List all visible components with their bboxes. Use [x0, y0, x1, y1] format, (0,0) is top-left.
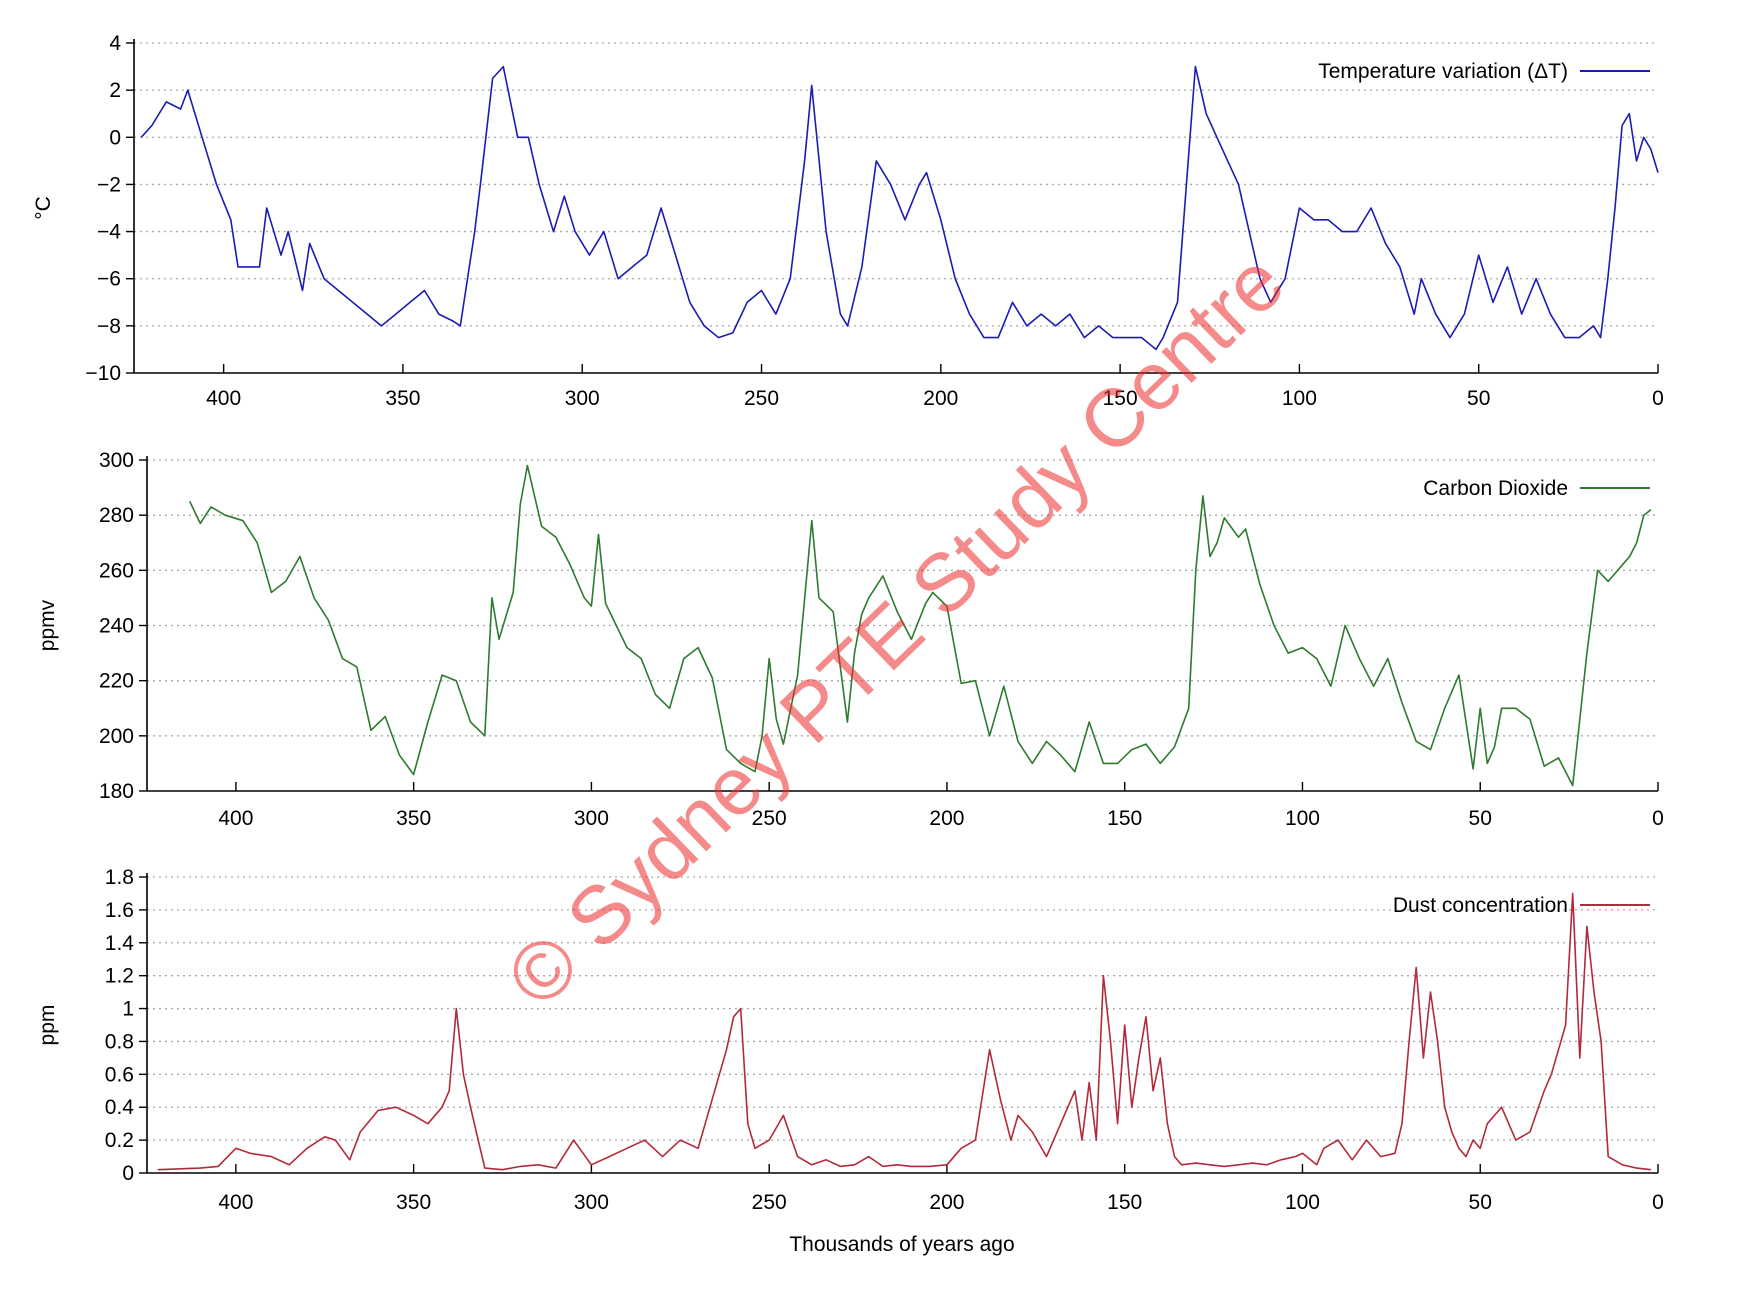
y-tick-label: 260	[99, 559, 134, 582]
y-tick-label: 1	[122, 998, 134, 1021]
y-tick-label: 1.6	[105, 899, 134, 922]
legend-label: Carbon Dioxide	[1423, 477, 1568, 500]
x-tick-label: 250	[752, 807, 787, 830]
series-line-2	[188, 464, 1652, 787]
x-tick-label: 100	[1285, 807, 1320, 830]
x-tick-label: 300	[574, 1191, 609, 1214]
y-axis-title: °C	[32, 196, 55, 220]
x-tick-label: 350	[396, 1191, 431, 1214]
y-tick-label: 1.2	[105, 965, 134, 988]
x-tick-label: 0	[1652, 387, 1664, 410]
y-tick-label: 220	[99, 670, 134, 693]
y-tick-label: −4	[97, 221, 121, 244]
x-tick-label: 150	[1103, 387, 1138, 410]
y-tick-label: 1.4	[105, 932, 135, 955]
x-tick-label: 400	[218, 807, 253, 830]
series-line-1	[140, 65, 1659, 351]
x-tick-label: 200	[929, 807, 964, 830]
y-tick-label: −10	[85, 362, 121, 385]
x-tick-label: 350	[385, 387, 420, 410]
y-tick-label: −2	[97, 173, 121, 196]
x-tick-label: 50	[1469, 807, 1492, 830]
x-tick-label: 300	[574, 807, 609, 830]
x-tick-label: 0	[1652, 807, 1664, 830]
y-tick-label: 0.8	[105, 1030, 134, 1053]
legend-label: Temperature variation (ΔT)	[1318, 60, 1568, 83]
chart-panel-3: 1.8 1.6 1.4 1.2 1 0.8 0.6 0.4 0.2 0 400 350 300 250 20…	[36, 866, 1664, 1214]
y-tick-label: 4	[109, 32, 121, 55]
y-tick-label: −8	[97, 315, 121, 338]
y-tick-label: 2	[109, 79, 121, 102]
x-tick-label: 100	[1285, 1191, 1320, 1214]
series-line-3	[157, 892, 1651, 1171]
x-tick-label: 300	[565, 387, 600, 410]
y-tick-label: 180	[99, 780, 134, 803]
y-axis-title: ppm	[36, 1005, 59, 1046]
x-tick-label: 0	[1652, 1191, 1664, 1214]
x-axis-title: Thousands of years ago	[789, 1233, 1014, 1256]
y-tick-label: 240	[99, 615, 134, 638]
watermark-text: © Sydney PTE Study Centre	[490, 236, 1302, 1024]
x-tick-label: 400	[206, 387, 241, 410]
x-tick-label: 50	[1467, 387, 1490, 410]
y-tick-label: 1.8	[105, 866, 134, 889]
x-tick-label: 200	[923, 387, 958, 410]
x-tick-label: 50	[1469, 1191, 1492, 1214]
y-tick-label: 0.4	[105, 1096, 135, 1119]
x-tick-label: 200	[929, 1191, 964, 1214]
y-axis-title: ppmv	[36, 599, 59, 651]
y-tick-label: 0.6	[105, 1063, 134, 1086]
y-tick-label: −6	[97, 268, 121, 291]
x-tick-label: 250	[744, 387, 779, 410]
x-tick-label: 250	[752, 1191, 787, 1214]
chart-panel-2: 300 280 260 240 220 200 180 400 350 300 250 200 150 1…	[36, 449, 1664, 830]
x-tick-label: 150	[1107, 1191, 1142, 1214]
y-tick-label: 300	[99, 449, 134, 472]
legend-label: Dust concentration	[1393, 894, 1568, 917]
x-tick-label: 400	[218, 1191, 253, 1214]
x-tick-label: 100	[1282, 387, 1317, 410]
x-tick-label: 150	[1107, 807, 1142, 830]
y-tick-label: 200	[99, 725, 134, 748]
x-tick-label: 350	[396, 807, 431, 830]
y-tick-label: 280	[99, 504, 134, 527]
y-tick-label: 0	[122, 1162, 134, 1185]
chart-panel-1: 4 2 0 −2 −4 −6 −8 −10 400 350 300 250 200 150 100 50 0 °C…	[32, 32, 1664, 410]
y-tick-label: 0	[109, 126, 121, 149]
y-tick-label: 0.2	[105, 1129, 134, 1152]
